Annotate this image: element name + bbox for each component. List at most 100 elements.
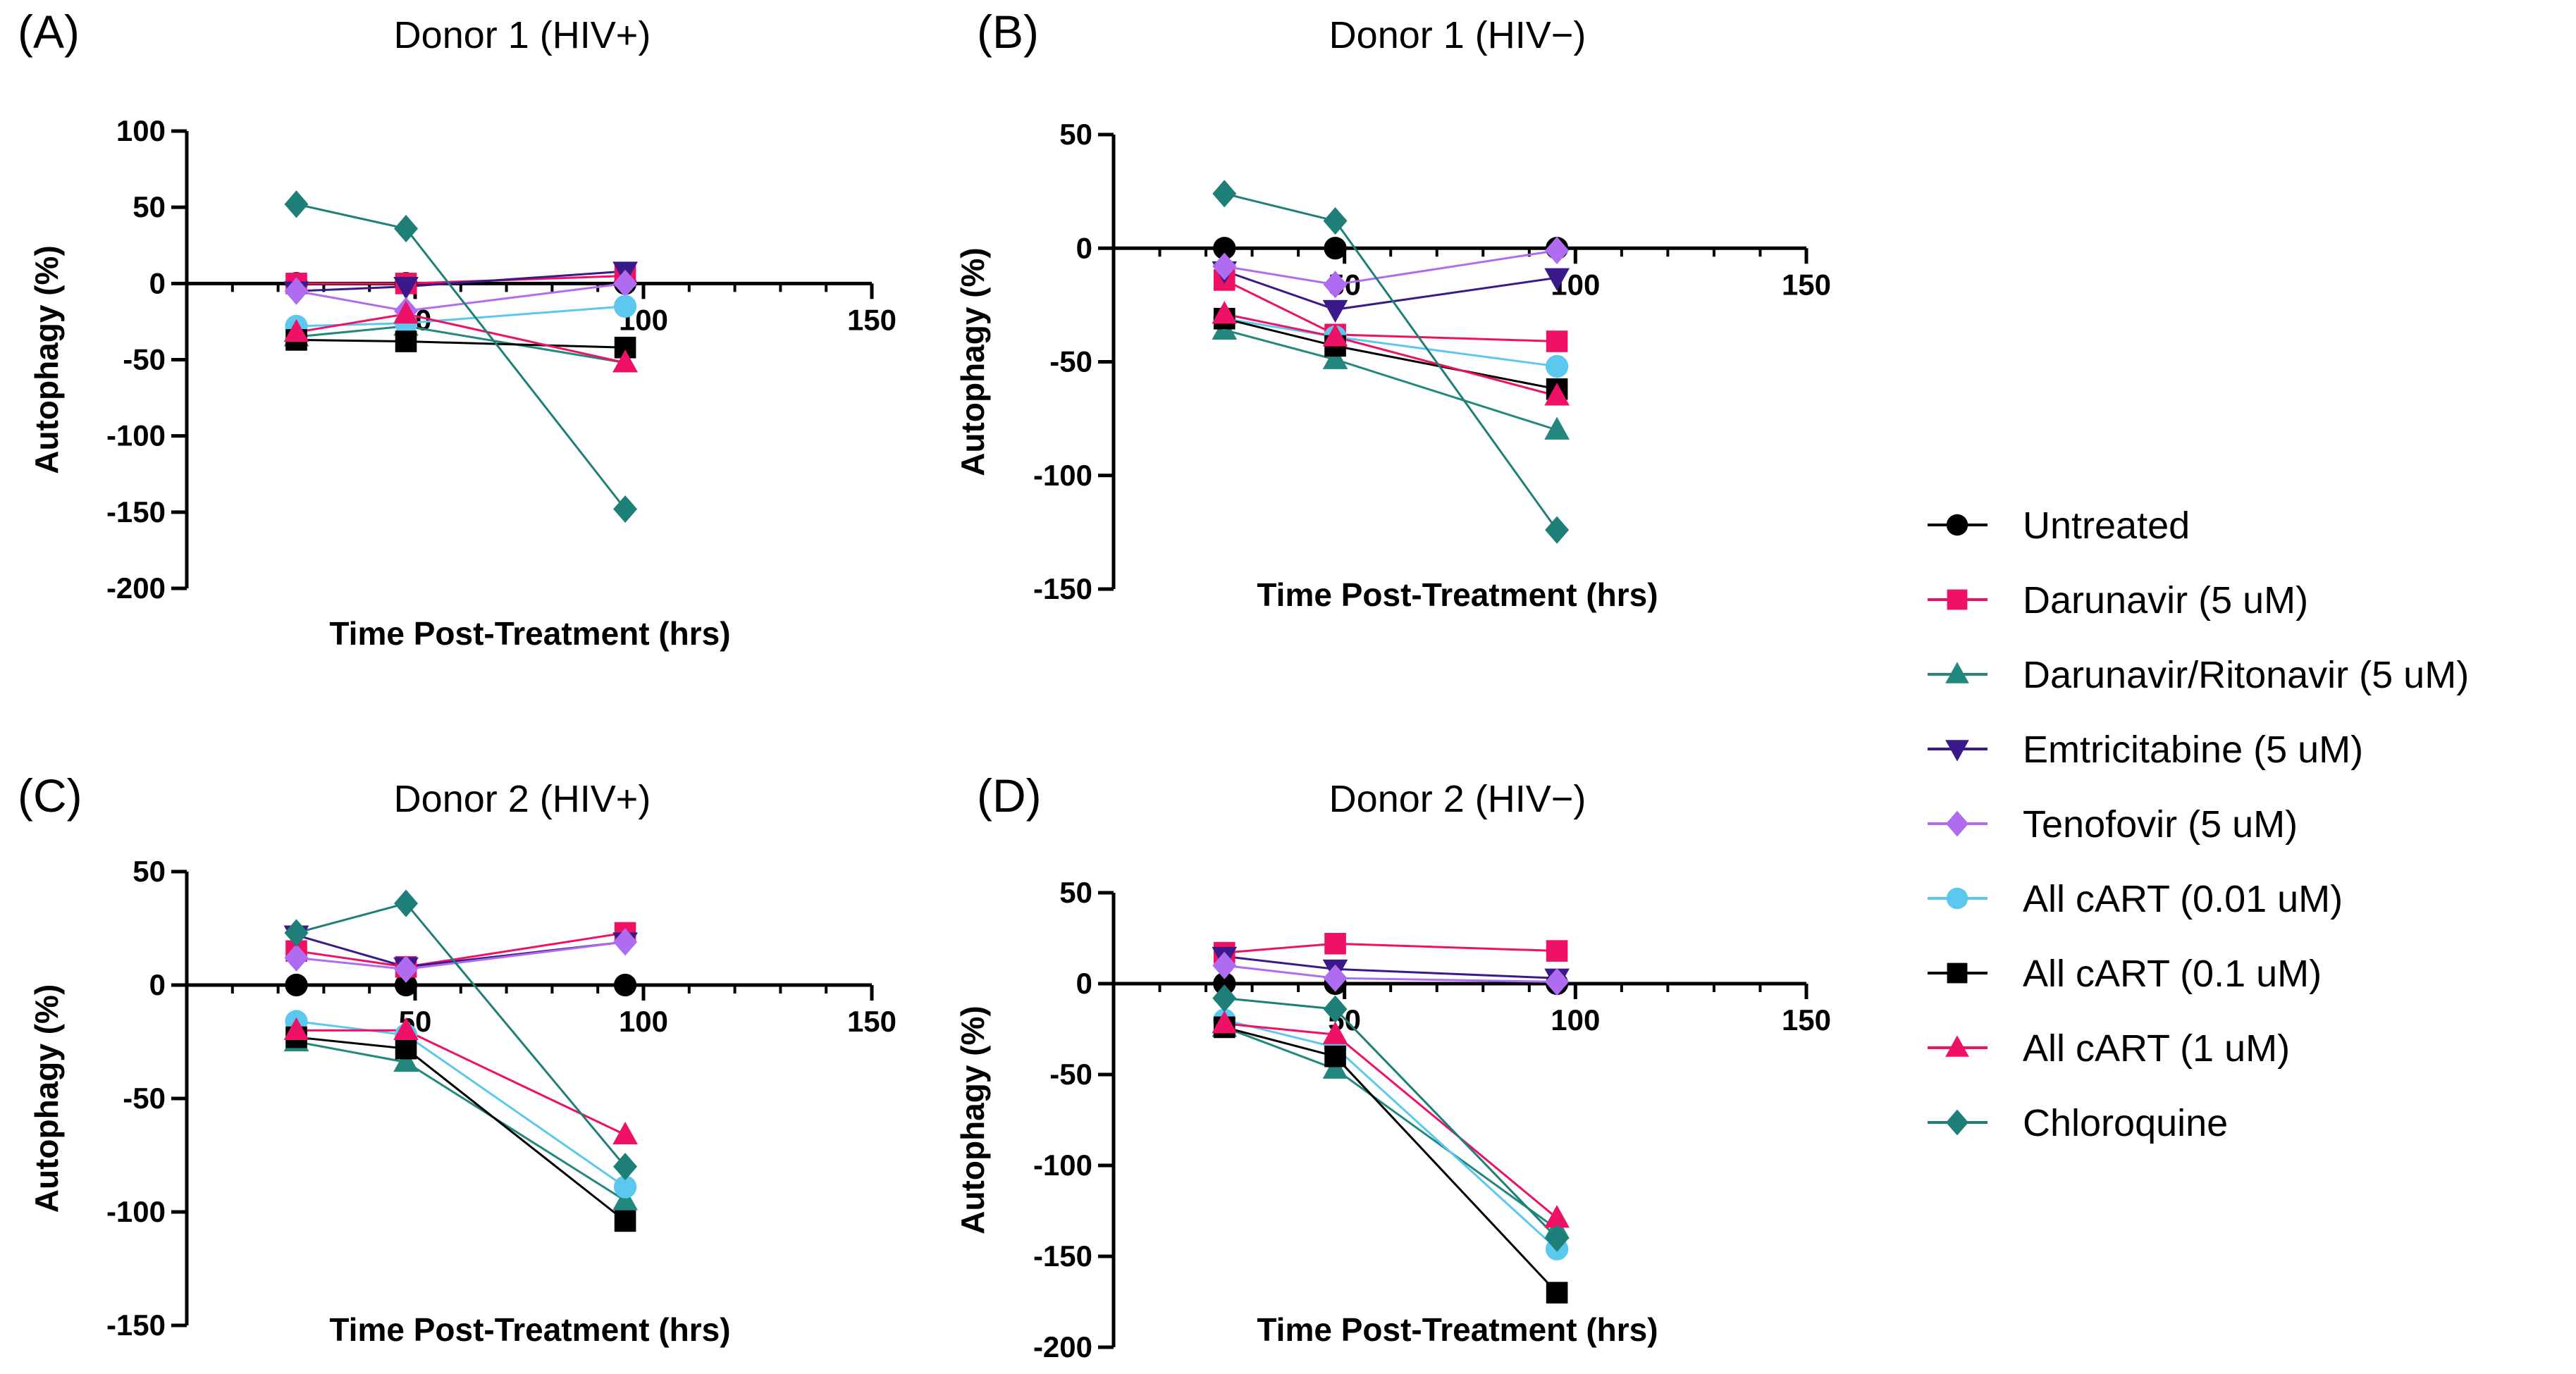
- x-axis-label: Time Post-Treatment (hrs): [1257, 576, 1658, 613]
- legend-label: All cART (0.1 uM): [2023, 953, 2322, 995]
- data-point-tenofovir-5-um: [613, 928, 638, 956]
- series-line-all-cart-1-um: [296, 1029, 626, 1136]
- data-point-emtricitabine-5-um: [1322, 299, 1348, 323]
- data-point-all-cart-1-um: [393, 1017, 419, 1040]
- y-tick-label: 0: [1076, 231, 1092, 264]
- legend-item-chloroquine: Chloroquine: [1928, 1102, 2228, 1144]
- y-tick-label: -150: [106, 1308, 166, 1342]
- y-tick-label: -100: [106, 419, 166, 452]
- y-tick-label: -150: [1033, 572, 1092, 605]
- y-tick-label: -200: [106, 571, 166, 605]
- data-point-chloroquine: [284, 919, 309, 947]
- legend-item-darunavir-5-um: Darunavir (5 uM): [1928, 579, 2308, 621]
- y-tick-label: -50: [1049, 345, 1092, 378]
- x-axis-label: Time Post-Treatment (hrs): [1257, 1311, 1658, 1348]
- y-tick-label: -200: [1033, 1330, 1092, 1363]
- data-point-all-cart-0-1-um: [395, 330, 417, 352]
- legend-marker: [1947, 963, 1968, 984]
- y-tick-label: 0: [1076, 967, 1092, 1000]
- legend: Untreated Darunavir (5 uM) Darunavir/Riton…: [1928, 505, 2469, 1144]
- legend-marker: [1946, 1109, 1968, 1136]
- series-line-emtricitabine-5-um: [1224, 955, 1558, 979]
- y-axis-label: Autophagy (%): [28, 984, 65, 1213]
- data-point-tenofovir-5-um: [284, 943, 309, 972]
- legend-item-all-cart-0-1-um: All cART (0.1 uM): [1928, 953, 2322, 995]
- series-line-all-cart-0-1-um: [296, 1036, 627, 1223]
- data-point-tenofovir-5-um: [284, 277, 309, 305]
- legend-marker: [1947, 589, 1968, 610]
- data-point-untreated: [613, 973, 637, 997]
- y-tick-label: 0: [149, 266, 166, 299]
- data-point-chloroquine: [394, 889, 419, 917]
- data-point-darunavir-ritonavir-5-um: [1322, 346, 1348, 369]
- legend-marker: [1946, 887, 1968, 910]
- data-point-all-cart-1-um: [1212, 301, 1238, 324]
- data-point-darunavir-5-um: [1546, 330, 1568, 352]
- x-tick-label: 150: [847, 303, 896, 336]
- legend-marker: [1946, 514, 1968, 536]
- legend-label: Untreated: [2023, 505, 2190, 547]
- data-point-tenofovir-5-um: [1323, 271, 1348, 299]
- series-line-all-cart-1-um: [1224, 1022, 1558, 1219]
- chart-panel-b: (B)Donor 1 (HIV−)-150-100-5005050100150T…: [954, 6, 1831, 613]
- chart-title: Donor 1 (HIV−): [1329, 14, 1586, 56]
- data-point-chloroquine: [1323, 207, 1348, 235]
- y-tick-label: 0: [149, 968, 166, 1001]
- legend-label: Darunavir (5 uM): [2023, 579, 2308, 621]
- data-point-all-cart-0-01-um: [613, 295, 637, 318]
- series-line-tenofovir-5-um: [1224, 964, 1558, 983]
- series-line-all-cart-0-01-um: [1224, 1019, 1558, 1250]
- data-point-all-cart-1-um: [283, 318, 309, 342]
- data-point-tenofovir-5-um: [394, 955, 419, 984]
- legend-marker: [1945, 740, 1969, 762]
- y-tick-label: 50: [1059, 118, 1092, 151]
- legend-label: Darunavir/Ritonavir (5 uM): [2023, 654, 2469, 696]
- y-tick-label: -150: [1033, 1239, 1092, 1273]
- data-point-all-cart-0-1-um: [1324, 1045, 1346, 1067]
- y-axis-label: Autophagy (%): [28, 245, 65, 474]
- x-tick-label: 150: [847, 1005, 896, 1038]
- y-tick-label: 50: [133, 855, 166, 888]
- chart-title: Donor 2 (HIV+): [394, 778, 651, 820]
- panel-label: (A): [18, 6, 80, 58]
- data-point-all-cart-1-um: [1212, 1010, 1238, 1034]
- x-tick-label: 150: [1782, 1003, 1831, 1036]
- legend-item-all-cart-1-um: All cART (1 uM): [1928, 1027, 2290, 1070]
- data-point-chloroquine: [1212, 180, 1237, 208]
- legend-label: Emtricitabine (5 uM): [2023, 729, 2363, 771]
- data-point-tenofovir-5-um: [1545, 967, 1570, 996]
- y-tick-label: -50: [123, 1082, 166, 1115]
- data-point-darunavir-5-um: [1546, 940, 1568, 962]
- series-line-chloroquine: [296, 203, 627, 510]
- data-point-darunavir-ritonavir-5-um: [1544, 416, 1570, 440]
- series-line-all-cart-0-1-um: [296, 338, 626, 349]
- data-point-tenofovir-5-um: [1212, 252, 1237, 280]
- data-point-chloroquine: [613, 1153, 638, 1181]
- series-line-darunavir-ritonavir-5-um: [1224, 1026, 1558, 1230]
- x-tick-label: 100: [619, 1005, 668, 1038]
- data-point-all-cart-0-1-um: [1546, 1282, 1568, 1304]
- data-point-chloroquine: [613, 495, 638, 524]
- panel-label: (C): [18, 769, 82, 822]
- data-point-tenofovir-5-um: [613, 269, 638, 297]
- chart-title: Donor 2 (HIV−): [1329, 778, 1586, 820]
- data-point-chloroquine: [1545, 1224, 1570, 1252]
- data-point-tenofovir-5-um: [1212, 951, 1237, 979]
- data-point-chloroquine: [1212, 984, 1237, 1013]
- data-point-all-cart-1-um: [1322, 1021, 1348, 1044]
- data-point-all-cart-1-um: [612, 349, 638, 373]
- series-line-darunavir-5-um: [1224, 942, 1558, 954]
- series-line-tenofovir-5-um: [296, 941, 626, 970]
- data-point-darunavir-5-um: [1324, 932, 1346, 955]
- data-point-all-cart-1-um: [283, 1017, 309, 1040]
- y-tick-label: -100: [106, 1195, 166, 1228]
- data-point-untreated: [394, 973, 418, 997]
- legend-label: All cART (1 uM): [2023, 1027, 2290, 1070]
- y-tick-label: 50: [1059, 876, 1092, 909]
- data-point-all-cart-1-um: [393, 300, 419, 324]
- chart-panel-a: (A)Donor 1 (HIV+)-200-150-100-5005010050…: [18, 6, 896, 652]
- data-point-untreated: [1324, 237, 1347, 260]
- data-point-all-cart-0-01-um: [613, 1175, 637, 1199]
